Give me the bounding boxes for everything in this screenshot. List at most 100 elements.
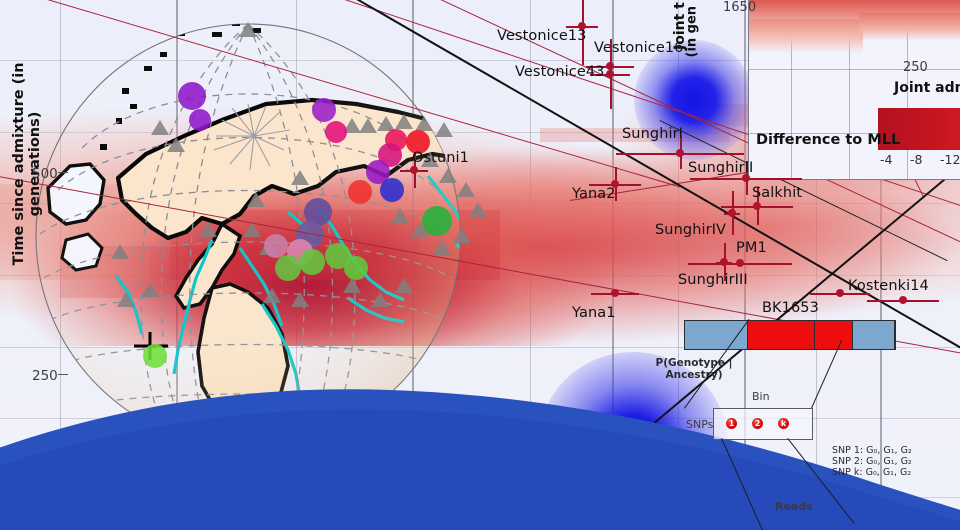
prob-genotype-label: P(Genotype | Ancestry)	[646, 357, 742, 381]
map-triangle-marker	[415, 116, 433, 131]
y-tick-250: 250	[32, 368, 58, 384]
data-point-dot	[611, 180, 619, 188]
point-label: SunghirII	[688, 160, 754, 176]
map-sample-circle	[380, 178, 404, 202]
point-label: Kostenki14	[848, 278, 929, 294]
blue-wave-band	[0, 389, 960, 530]
snp-genotype-line: SNP k: G₀, G₁, G₂	[832, 467, 912, 478]
point-label: Vestonice43	[515, 64, 605, 80]
map-triangle-marker	[117, 292, 135, 307]
data-point-dot	[720, 258, 728, 266]
inset-xaxis-label: Joint adm	[894, 80, 960, 96]
map-triangle-marker	[167, 137, 185, 152]
map-triangle-marker	[439, 168, 457, 183]
map-sample-circle	[348, 180, 372, 204]
data-point-dot	[728, 209, 736, 217]
data-point-dot	[578, 22, 586, 30]
prob-label-line1: P(Genotype |	[655, 357, 733, 369]
data-point-dot	[899, 296, 907, 304]
point-label: SunghirIII	[678, 272, 748, 288]
map-triangle-marker	[359, 118, 377, 133]
point-label: Yana1	[572, 305, 616, 321]
map-sample-circle	[275, 255, 301, 281]
map-triangle-marker	[453, 228, 471, 243]
data-point-dot	[611, 289, 619, 297]
point-label: Yana2	[572, 186, 616, 202]
data-point-dot	[742, 174, 750, 182]
map-triangle-marker	[247, 192, 265, 207]
map-triangle-marker	[433, 240, 451, 255]
map-sample-circle	[325, 121, 347, 143]
snp-genotype-list: SNP 1: G₀, G₁, G₂ SNP 2: G₀, G₁, G₂ SNP k:…	[832, 445, 912, 478]
colorbar-tick: -8	[910, 152, 923, 167]
blue-density-blob-upper	[634, 40, 754, 160]
prob-label-line2: Ancestry)	[665, 368, 723, 381]
point-label: BK1653	[762, 300, 819, 316]
point-label: SunghirI	[622, 126, 684, 142]
map-triangle-marker	[291, 292, 309, 307]
snp-genotype-line: SNP 2: G₀, G₁, G₂	[832, 456, 912, 467]
map-sample-circle	[422, 206, 452, 236]
map-triangle-marker	[371, 292, 389, 307]
map-triangle-marker	[343, 118, 361, 133]
colorbar-tick: -12	[940, 152, 960, 167]
map-triangle-marker	[377, 116, 395, 131]
map-sample-circle	[312, 98, 336, 122]
data-point-dot	[736, 259, 744, 267]
snp-dot: 2	[752, 418, 763, 429]
map-triangle-marker	[199, 222, 217, 237]
joint-axis-title-line2: (in gen	[684, 5, 700, 58]
data-point-dot	[676, 149, 684, 157]
data-point-dot	[410, 166, 418, 174]
bin-label: Bin	[752, 390, 770, 403]
ancestry-segment	[685, 321, 749, 349]
y-tick-mark-250	[58, 374, 68, 375]
point-label: Vestonice16	[594, 40, 684, 56]
map-triangle-marker	[469, 202, 487, 217]
map-sample-circle	[299, 249, 325, 275]
point-label: Ostuni1	[412, 150, 469, 166]
point-label: SunghirIV	[655, 222, 727, 238]
inset-xtick-250: 250	[903, 60, 928, 75]
colorbar-tick-labels: -4-8-12-1	[876, 152, 960, 170]
map-triangle-marker	[395, 278, 413, 293]
map-triangle-marker	[395, 114, 413, 129]
inset-ytick-1650: 1650	[723, 0, 757, 15]
inset-joint-admixture-chart	[748, 0, 960, 180]
y-tick-mark-500	[58, 172, 68, 173]
colorbar-tick: -4	[880, 152, 893, 167]
bin-box: 1 2 k	[713, 408, 813, 440]
ancestry-segment	[815, 321, 854, 349]
map-triangle-marker	[343, 278, 361, 293]
map-triangle-marker	[243, 222, 261, 237]
map-sample-circle	[406, 130, 430, 154]
ancestry-segment	[748, 321, 816, 349]
map-triangle-marker	[111, 244, 129, 259]
colorbar-label: Difference to MLL	[756, 132, 901, 148]
map-sample-circle	[189, 109, 211, 131]
map-sample-circle	[143, 344, 167, 368]
map-sample-circle	[344, 256, 368, 280]
map-triangle-marker	[391, 208, 409, 223]
reads-label: Reads	[775, 500, 813, 513]
data-point-dot	[753, 202, 761, 210]
y-error-bar	[582, 0, 584, 65]
map-triangle-marker	[263, 288, 281, 303]
y-axis-title: Time since admixture (in generations)	[11, 62, 43, 266]
snp-dot: 1	[726, 418, 737, 429]
point-label: Vestonice13	[497, 28, 587, 44]
snps-label: SNPs	[686, 418, 714, 431]
map-triangle-marker	[457, 182, 475, 197]
map-triangle-marker	[421, 152, 439, 167]
map-triangle-marker	[151, 120, 169, 135]
map-sample-circle	[178, 82, 206, 110]
colorbar-difference-to-mll	[878, 108, 960, 150]
point-label: PM1	[736, 240, 767, 256]
point-label: Salkhit	[752, 185, 803, 201]
snp-dot: k	[778, 418, 789, 429]
snp-genotype-line: SNP 1: G₀, G₁, G₂	[832, 445, 912, 456]
ancestry-segment-bar	[684, 320, 896, 350]
y-tick-500: 500	[32, 166, 58, 182]
map-triangle-marker	[239, 22, 257, 37]
